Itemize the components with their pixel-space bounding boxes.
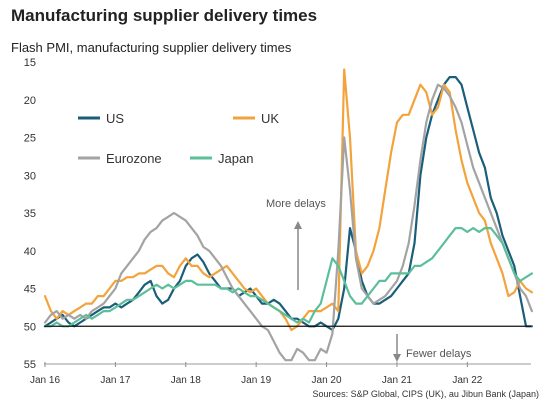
annotation-fewer-delays: Fewer delays bbox=[406, 348, 472, 360]
chart-title: Manufacturing supplier delivery times bbox=[11, 6, 318, 25]
series-line-eurozone bbox=[43, 83, 534, 362]
x-tick-label: Jan 17 bbox=[100, 375, 130, 386]
y-tick-label: 40 bbox=[24, 246, 36, 258]
legend-label-japan: Japan bbox=[218, 151, 253, 166]
x-tick-label: Jan 16 bbox=[30, 375, 60, 386]
chart-subtitle: Flash PMI, manufacturing supplier delive… bbox=[11, 40, 292, 55]
source-note: Sources: S&P Global, CIPS (UK), au Jibun… bbox=[312, 389, 539, 399]
legend-label-us: US bbox=[106, 111, 124, 126]
legend-label-eurozone: Eurozone bbox=[106, 151, 162, 166]
x-tick-label: Jan 20 bbox=[312, 375, 342, 386]
y-tick-label: 15 bbox=[24, 57, 36, 69]
arrow-down-icon bbox=[393, 354, 401, 362]
x-tick-label: Jan 21 bbox=[382, 375, 412, 386]
series-line-japan bbox=[43, 227, 534, 328]
y-tick-label: 35 bbox=[24, 208, 36, 220]
y-tick-label: 30 bbox=[24, 170, 36, 182]
series-line-us bbox=[43, 75, 534, 332]
y-tick-label: 55 bbox=[24, 359, 36, 371]
x-tick-label: Jan 22 bbox=[452, 375, 482, 386]
x-tick-label: Jan 18 bbox=[171, 375, 201, 386]
y-tick-label: 45 bbox=[24, 284, 36, 296]
arrow-up-icon bbox=[294, 221, 302, 229]
annotation-more-delays: More delays bbox=[266, 198, 326, 210]
y-tick-label: 25 bbox=[24, 133, 36, 145]
y-tick-label: 20 bbox=[24, 95, 36, 107]
legend-label-uk: UK bbox=[261, 111, 279, 126]
y-tick-label: 50 bbox=[24, 321, 36, 333]
x-tick-label: Jan 19 bbox=[241, 375, 271, 386]
